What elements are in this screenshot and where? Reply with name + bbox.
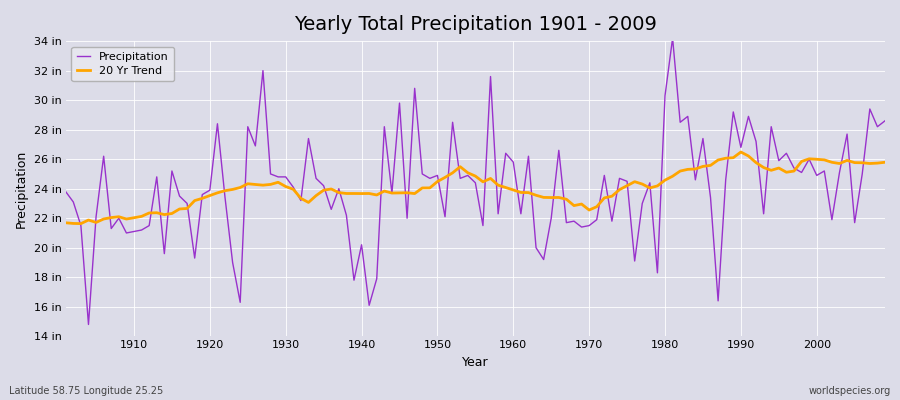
Precipitation xyxy=(607,219,617,224)
20 Yr Trend xyxy=(60,220,71,225)
Precipitation xyxy=(129,229,140,234)
20 Yr Trend xyxy=(516,190,526,195)
Legend: Precipitation, 20 Yr Trend: Precipitation, 20 Yr Trend xyxy=(71,47,175,81)
20 Yr Trend xyxy=(341,191,352,196)
Precipitation xyxy=(295,198,306,203)
X-axis label: Year: Year xyxy=(462,356,489,369)
Precipitation xyxy=(83,322,94,327)
Y-axis label: Precipitation: Precipitation xyxy=(15,150,28,228)
Precipitation xyxy=(508,160,518,164)
20 Yr Trend xyxy=(879,160,890,165)
20 Yr Trend xyxy=(735,150,746,154)
Text: worldspecies.org: worldspecies.org xyxy=(809,386,891,396)
20 Yr Trend xyxy=(76,221,86,226)
20 Yr Trend xyxy=(129,215,140,220)
20 Yr Trend xyxy=(508,188,518,192)
Precipitation xyxy=(60,189,71,194)
Precipitation xyxy=(341,213,352,218)
20 Yr Trend xyxy=(607,194,617,199)
Line: Precipitation: Precipitation xyxy=(66,38,885,324)
Precipitation xyxy=(879,118,890,123)
Line: 20 Yr Trend: 20 Yr Trend xyxy=(66,152,885,224)
Title: Yearly Total Precipitation 1901 - 2009: Yearly Total Precipitation 1901 - 2009 xyxy=(294,15,657,34)
Precipitation xyxy=(667,36,678,40)
Text: Latitude 58.75 Longitude 25.25: Latitude 58.75 Longitude 25.25 xyxy=(9,386,163,396)
20 Yr Trend xyxy=(295,196,306,201)
Precipitation xyxy=(516,211,526,216)
